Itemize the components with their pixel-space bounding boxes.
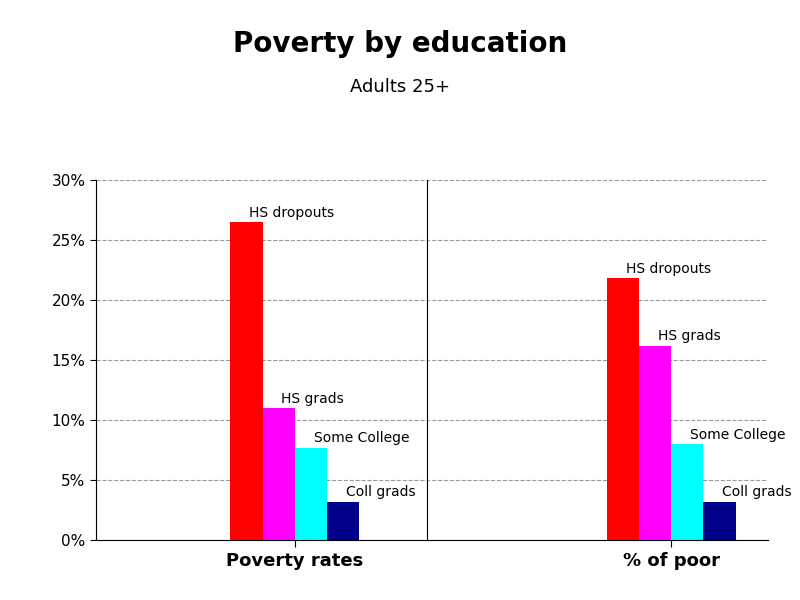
Text: Coll grads: Coll grads: [346, 485, 416, 499]
Text: Some College: Some College: [690, 428, 786, 442]
Bar: [262, 408, 295, 540]
Bar: [230, 222, 262, 540]
Text: Poverty by education: Poverty by education: [233, 30, 567, 58]
Text: Adults 25+: Adults 25+: [350, 78, 450, 96]
Text: HS grads: HS grads: [282, 392, 344, 406]
Bar: [295, 448, 327, 540]
Bar: [639, 346, 671, 540]
Text: HS dropouts: HS dropouts: [250, 206, 334, 220]
Bar: [606, 278, 639, 540]
Bar: [703, 502, 736, 540]
Text: Some College: Some College: [314, 431, 410, 445]
Text: HS grads: HS grads: [658, 329, 721, 343]
Bar: [327, 502, 359, 540]
Text: Coll grads: Coll grads: [722, 485, 792, 499]
Bar: [671, 444, 703, 540]
Text: HS dropouts: HS dropouts: [626, 262, 710, 276]
